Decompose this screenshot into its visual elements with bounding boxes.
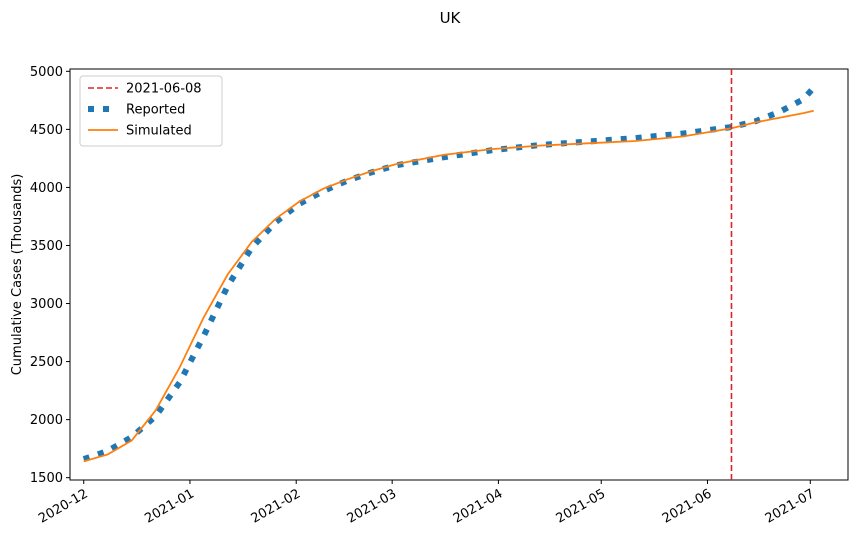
y-tick-label: 4500	[30, 123, 63, 138]
y-tick-label: 2500	[30, 355, 63, 370]
y-tick-label: 4000	[30, 181, 63, 196]
y-tick-label: 3000	[30, 297, 63, 312]
x-tick-label: 2021-03	[345, 486, 400, 526]
legend-label: Reported	[126, 103, 185, 118]
plot-area	[69, 68, 849, 481]
y-tick-label: 3500	[30, 239, 63, 254]
x-tick-label: 2021-06	[660, 486, 715, 526]
y-axis-label: Cumulative Cases (Thousands)	[10, 174, 25, 376]
legend: 2021-06-08 Reported Simulated	[79, 75, 223, 147]
x-tick-label: 2021-07	[763, 486, 818, 526]
x-tick-label: 2021-02	[249, 486, 304, 526]
y-axis: 1500 2000 2500 3000 3500 4000 4500 5000	[30, 65, 70, 486]
y-tick-label: 2000	[30, 413, 63, 428]
x-axis: 2020-12 2021-01 2021-02 2021-03 2021-04 2021-…	[36, 480, 817, 527]
y-tick-label: 5000	[30, 65, 63, 80]
legend-label: Simulated	[126, 124, 192, 139]
x-tick-label: 2020-12	[36, 486, 91, 526]
plot-frame	[69, 68, 849, 481]
legend-label: 2021-06-08	[126, 82, 202, 97]
x-tick-label: 2021-04	[451, 486, 506, 526]
x-tick-label: 2021-01	[142, 486, 197, 526]
chart-title: UK	[440, 9, 462, 27]
legend-box	[79, 75, 223, 147]
y-tick-label: 1500	[30, 471, 63, 486]
series-line-reported	[82, 85, 816, 462]
series-line-simulated	[83, 109, 814, 463]
x-tick-label: 2021-05	[554, 486, 609, 526]
